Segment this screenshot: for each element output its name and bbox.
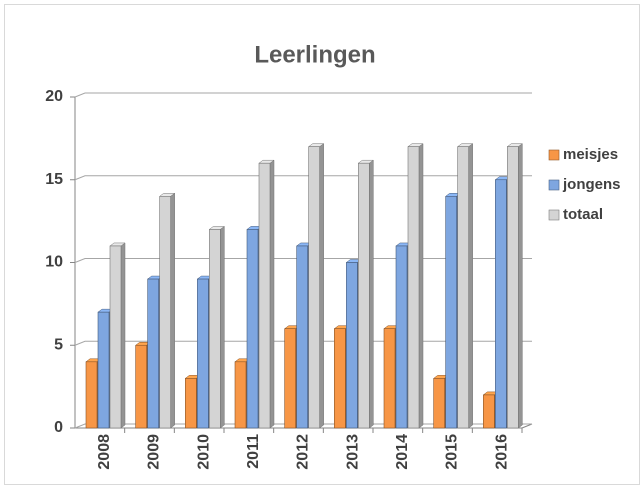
- y-tick-label: 20: [45, 88, 63, 105]
- bar: [307, 143, 325, 429]
- bar-front: [135, 344, 147, 429]
- chart-title: Leerlingen: [254, 41, 375, 68]
- bar: [506, 143, 524, 429]
- y-tick-label: 5: [54, 336, 63, 353]
- bar-front: [296, 245, 308, 429]
- x-tick-label: 2015: [444, 434, 461, 470]
- legend-swatch: [548, 179, 560, 191]
- bar-front: [246, 229, 259, 429]
- bar: [158, 192, 176, 429]
- legend-swatch: [548, 149, 560, 161]
- bar-front: [234, 361, 247, 429]
- bar-front: [383, 328, 396, 429]
- bar-front: [109, 245, 122, 429]
- bar-front: [147, 278, 159, 429]
- x-tick-label: 2016: [493, 434, 510, 470]
- bar-front: [197, 278, 209, 429]
- bar-side: [369, 159, 374, 429]
- x-tick-label: 2010: [195, 434, 212, 470]
- grid-line: [74, 423, 532, 429]
- bar-front: [395, 245, 408, 429]
- legend-label: meisjes: [563, 146, 618, 163]
- x-tick-label: 2011: [245, 434, 262, 469]
- legend-label: totaal: [563, 206, 603, 223]
- bar-front: [209, 229, 221, 429]
- bar-side: [418, 143, 424, 429]
- bar: [109, 242, 126, 429]
- bar-side: [518, 143, 523, 429]
- grid-line: [74, 258, 532, 263]
- bar-front: [308, 146, 320, 429]
- x-tick-label: 2009: [146, 434, 163, 470]
- bar-side: [319, 143, 324, 429]
- legend-swatch: [548, 209, 560, 221]
- bar-side: [269, 159, 275, 429]
- y-tick-label: 10: [45, 254, 63, 271]
- bar-front: [258, 162, 271, 429]
- bar-front: [85, 361, 98, 429]
- floor-edge: [521, 423, 533, 429]
- grid-line: [74, 340, 532, 346]
- x-tick-label: 2008: [96, 434, 113, 470]
- bar: [208, 225, 226, 429]
- x-tick-label: 2013: [344, 434, 361, 470]
- legend-label: jongens: [562, 176, 621, 193]
- bar-front: [185, 378, 197, 429]
- bar-front: [507, 146, 519, 429]
- bar-front: [445, 196, 457, 429]
- bar-front: [284, 328, 296, 429]
- grid-line: [74, 175, 532, 181]
- y-tick-label: 15: [45, 171, 63, 188]
- bar-side: [120, 242, 126, 429]
- bar-front: [457, 146, 469, 429]
- bar-front: [433, 378, 445, 429]
- x-tick-label: 2014: [394, 434, 411, 470]
- bar-side: [468, 143, 473, 429]
- bar-front: [159, 196, 171, 429]
- grid-line: [74, 92, 532, 98]
- y-tick-label: 0: [54, 419, 63, 436]
- bar: [258, 159, 275, 429]
- bar: [357, 159, 375, 429]
- bar-front: [358, 162, 370, 429]
- x-tick-label: 2012: [295, 434, 312, 470]
- bar-front: [346, 262, 358, 429]
- bar-side: [220, 225, 225, 429]
- bar-side: [170, 192, 175, 429]
- bar-front: [97, 311, 110, 429]
- bar: [407, 143, 424, 429]
- bar: [456, 143, 474, 429]
- bar-front: [495, 179, 507, 429]
- bar-front: [483, 394, 495, 429]
- bar-front: [407, 146, 420, 429]
- bar-front: [334, 328, 346, 429]
